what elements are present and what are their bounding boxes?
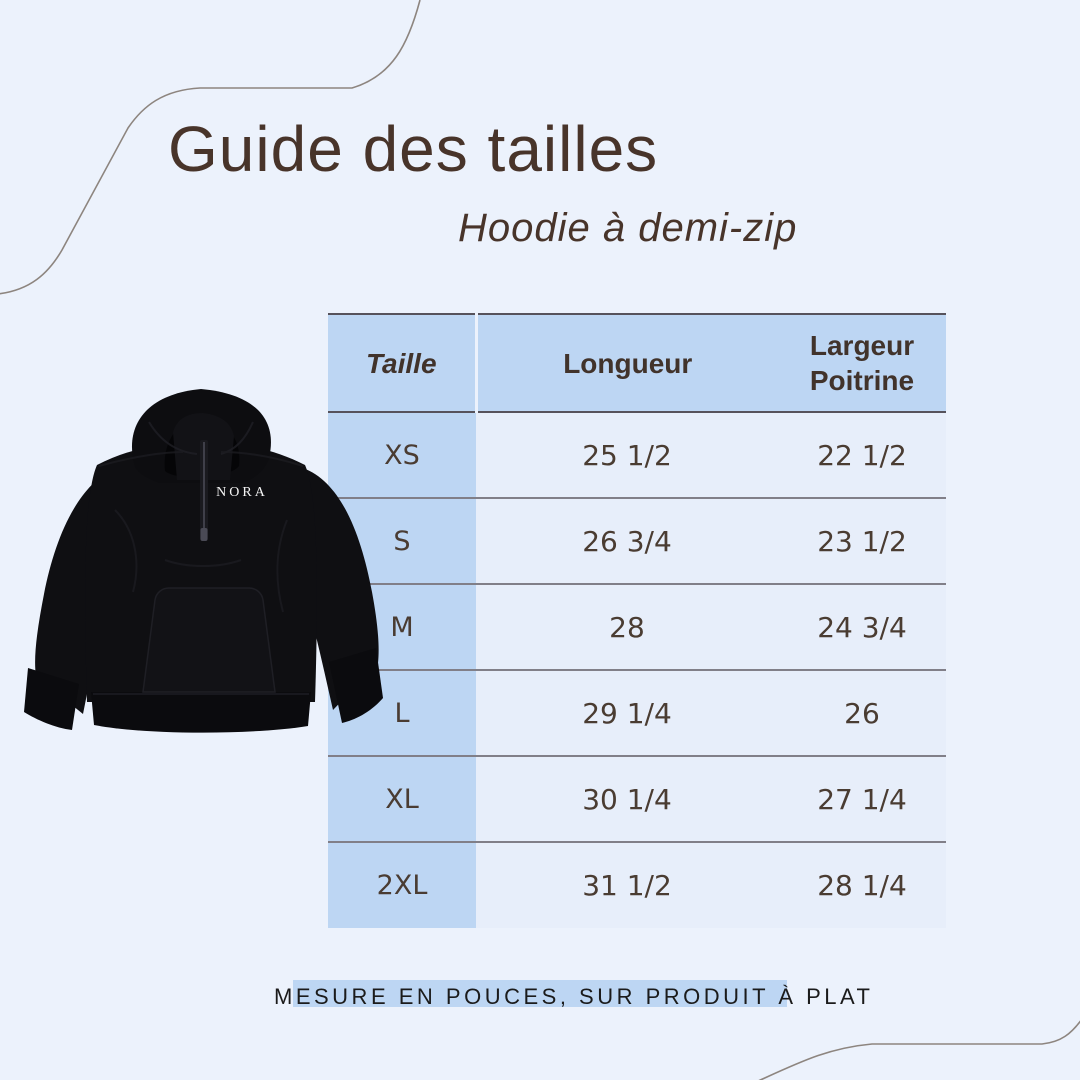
length-value: 28 xyxy=(476,584,778,670)
curve-top-left xyxy=(0,0,421,295)
chest-value: 27 1/4 xyxy=(778,756,946,842)
product-subtitle: Hoodie à demi-zip xyxy=(458,206,798,250)
chest-value: 24 3/4 xyxy=(778,584,946,670)
table-header-row: Taille Longueur Largeur Poitrine xyxy=(328,313,946,413)
header-taille: Taille xyxy=(328,313,476,413)
hoodie-product-image: NORA xyxy=(24,389,383,733)
note-text: MESURE EN POUCES, SUR PRODUIT À PLAT xyxy=(274,984,874,1009)
table-row-m: M 28 24 3/4 xyxy=(328,584,946,670)
table-row-xl: XL 30 1/4 27 1/4 xyxy=(328,756,946,842)
size-label: XS xyxy=(328,412,476,498)
brand-logo-text: NORA xyxy=(216,485,268,500)
chest-value: 26 xyxy=(778,670,946,756)
header-longueur: Longueur xyxy=(474,313,778,413)
length-value: 25 1/2 xyxy=(476,412,778,498)
chest-value: 28 1/4 xyxy=(778,842,946,928)
length-value: 29 1/4 xyxy=(476,670,778,756)
table-row-xs: XS 25 1/2 22 1/2 xyxy=(328,412,946,498)
curve-bottom-right xyxy=(758,1020,1080,1080)
table-row-s: S 26 3/4 23 1/2 xyxy=(328,498,946,584)
page-title: Guide des tailles xyxy=(168,113,659,185)
chest-value: 22 1/2 xyxy=(778,412,946,498)
size-label: XL xyxy=(328,756,476,842)
chest-value: 23 1/2 xyxy=(778,498,946,584)
header-largeur-poitrine: Largeur Poitrine xyxy=(778,313,946,413)
table-row-2xl: 2XL 31 1/2 28 1/4 xyxy=(328,842,946,928)
length-value: 26 3/4 xyxy=(476,498,778,584)
zipper-pull xyxy=(200,528,208,541)
note-highlight-bar xyxy=(293,980,787,1007)
measurement-note: MESURE EN POUCES, SUR PRODUIT À PLAT xyxy=(274,980,874,1010)
size-table: Taille Longueur Largeur Poitrine XS 25 1… xyxy=(328,313,946,928)
length-value: 30 1/4 xyxy=(476,756,778,842)
length-value: 31 1/2 xyxy=(476,842,778,928)
size-label: 2XL xyxy=(328,842,476,928)
table-row-l: L 29 1/4 26 xyxy=(328,670,946,756)
